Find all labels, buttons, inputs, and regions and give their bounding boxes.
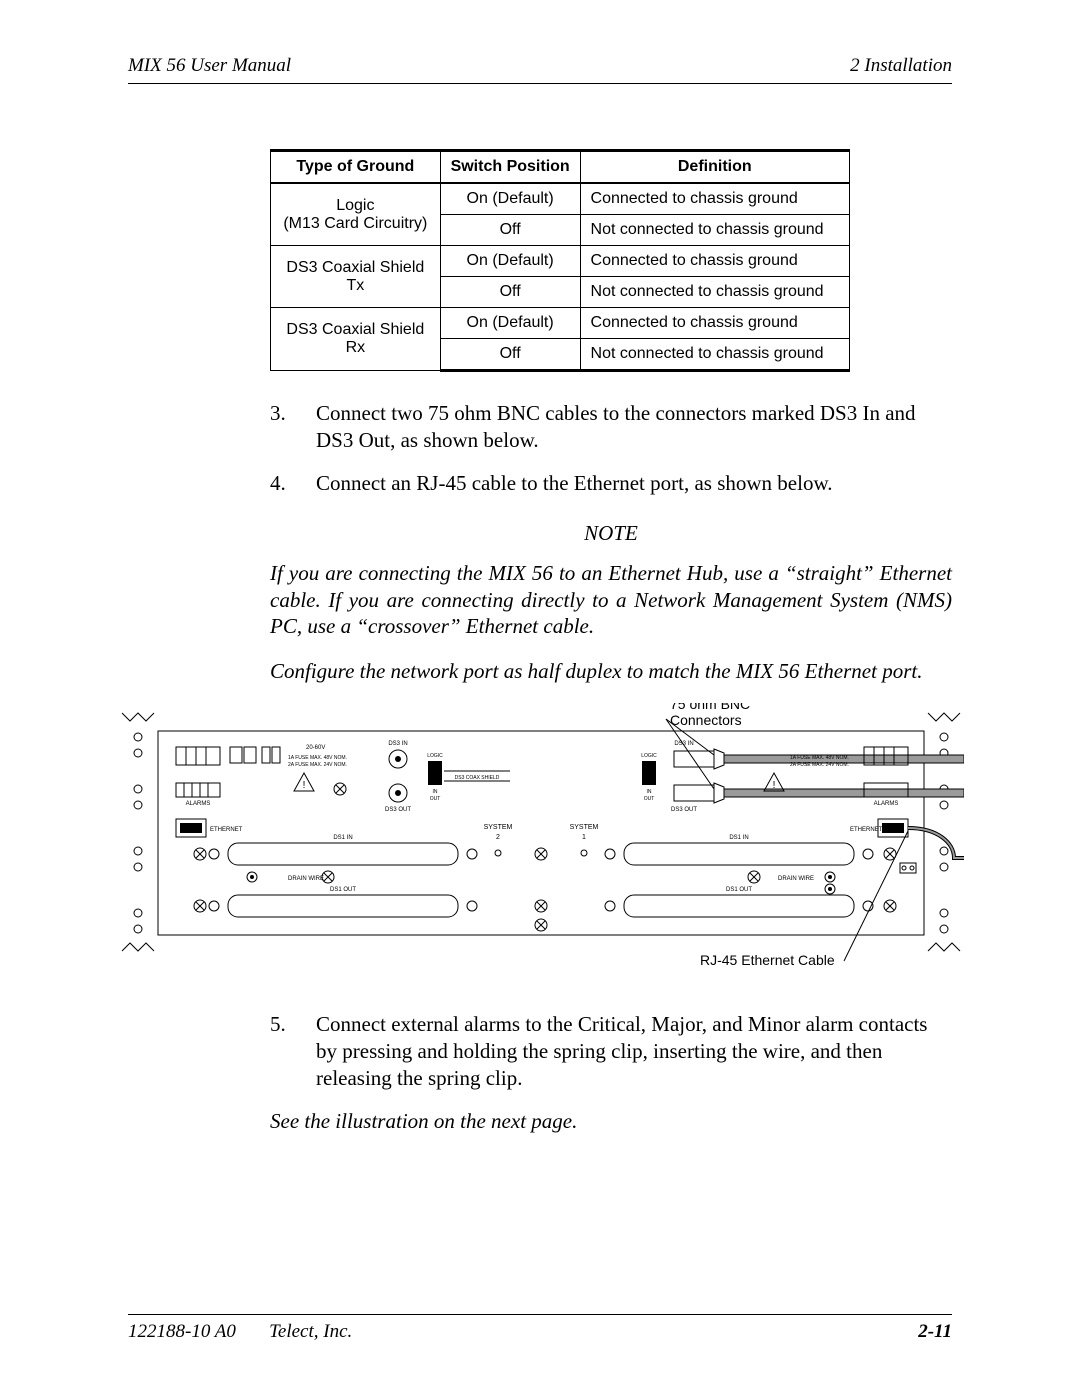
label-fuse1-left: 1A FUSE MAX. 48V NOM. xyxy=(288,755,347,761)
ground-switch-table: Type of Ground Switch Position Definitio… xyxy=(270,149,850,372)
label-ds1in-left: DS1 IN xyxy=(333,835,352,841)
type-line: Logic xyxy=(336,197,374,214)
switch-cell: On (Default) xyxy=(440,308,580,339)
label-ethernet-left: ETHERNET xyxy=(210,827,243,833)
label-fuse2-left: 2A FUSE MAX. 24V NOM. xyxy=(288,762,347,768)
rear-panel-figure: ALARMS 20-60V 1A FUSE MAX. 48V NOM. 2A F… xyxy=(118,703,962,993)
label-alarms-left: ALARMS xyxy=(186,801,211,807)
switch-cell: Off xyxy=(440,277,580,308)
svg-text:!: ! xyxy=(303,780,306,791)
step-5-text: Connect external alarms to the Critical,… xyxy=(316,1011,952,1092)
switch-cell: On (Default) xyxy=(440,246,580,277)
label-ds3in-left: DS3 IN xyxy=(388,741,407,747)
step-num-4: 4. xyxy=(270,470,316,497)
th-def: Definition xyxy=(580,151,849,184)
step-4-text: Connect an RJ-45 cable to the Ethernet p… xyxy=(316,470,952,497)
footer-company: Telect, Inc. xyxy=(269,1321,352,1342)
step-num-5: 5. xyxy=(270,1011,316,1092)
step-3-text: Connect two 75 ohm BNC cables to the con… xyxy=(316,400,952,454)
type-line: (M13 Card Circuitry) xyxy=(283,215,427,232)
svg-text:!: ! xyxy=(773,780,776,791)
type-line: DS3 Coaxial Shield xyxy=(286,259,424,276)
callout-bnc-l2: Connectors xyxy=(670,712,742,728)
label-ds3out-right: DS3 OUT xyxy=(671,807,697,813)
table-row: DS3 Coaxial Shield Tx On (Default) Conne… xyxy=(271,246,850,277)
label-ds1out-left: DS1 OUT xyxy=(330,887,356,893)
switch-cell: On (Default) xyxy=(440,183,580,215)
label-out-right: OUT xyxy=(644,796,655,802)
note-paragraph-1: If you are connecting the MIX 56 to an E… xyxy=(270,560,952,641)
see-next-page: See the illustration on the next page. xyxy=(270,1108,952,1135)
th-switch: Switch Position xyxy=(440,151,580,184)
callout-bnc-l1: 75 ohm BNC xyxy=(670,703,750,712)
label-in-left: IN xyxy=(433,789,438,795)
table-row: Logic (M13 Card Circuitry) On (Default) … xyxy=(271,183,850,215)
def-cell: Not connected to chassis ground xyxy=(580,339,849,371)
note-paragraph-2: Configure the network port as half duple… xyxy=(270,658,952,685)
def-cell: Not connected to chassis ground xyxy=(580,277,849,308)
label-system2: SYSTEM xyxy=(484,824,513,831)
label-fuse2-right: 2A FUSE MAX. 24V NOM. xyxy=(790,762,849,768)
label-ds1in-right: DS1 IN xyxy=(729,835,748,841)
label-fuse1-right: 1A FUSE MAX. 48V NOM. xyxy=(790,755,849,761)
def-cell: Connected to chassis ground xyxy=(580,308,849,339)
switch-cell: Off xyxy=(440,215,580,246)
label-alarms-right: ALARMS xyxy=(874,801,899,807)
type-line: Tx xyxy=(346,277,364,294)
footer-page: 2-11 xyxy=(918,1321,952,1343)
label-volts-left: 20-60V xyxy=(306,745,325,751)
callout-rj45: RJ-45 Ethernet Cable xyxy=(700,952,835,968)
footer-doc: 122188-10 A0 xyxy=(128,1321,236,1342)
label-in-right: IN xyxy=(647,789,652,795)
label-system1: SYSTEM xyxy=(570,824,599,831)
note-heading: NOTE xyxy=(270,521,952,546)
label-drain-left: DRAIN WIRE xyxy=(288,876,324,882)
label-ds3out-left: DS3 OUT xyxy=(385,807,411,813)
def-cell: Not connected to chassis ground xyxy=(580,215,849,246)
switch-cell: Off xyxy=(440,339,580,371)
def-cell: Connected to chassis ground xyxy=(580,183,849,215)
label-num2: 2 xyxy=(496,834,500,841)
label-out-left: OUT xyxy=(430,796,441,802)
step-num-3: 3. xyxy=(270,400,316,454)
th-type: Type of Ground xyxy=(271,151,441,184)
label-ethernet-right: ETHERNET xyxy=(850,827,883,833)
header-left: MIX 56 User Manual xyxy=(128,55,291,77)
label-logic-right: LOGIC xyxy=(641,753,657,759)
label-ds1out-right: DS1 OUT xyxy=(726,887,752,893)
table-row: DS3 Coaxial Shield Rx On (Default) Conne… xyxy=(271,308,850,339)
label-coax-left: DS3 COAX SHIELD xyxy=(455,775,500,781)
label-logic-left: LOGIC xyxy=(427,753,443,759)
type-line: DS3 Coaxial Shield xyxy=(286,321,424,338)
label-drain-right: DRAIN WIRE xyxy=(778,876,814,882)
label-num1: 1 xyxy=(582,834,586,841)
def-cell: Connected to chassis ground xyxy=(580,246,849,277)
header-right: 2 Installation xyxy=(850,55,952,77)
type-line: Rx xyxy=(346,339,366,356)
